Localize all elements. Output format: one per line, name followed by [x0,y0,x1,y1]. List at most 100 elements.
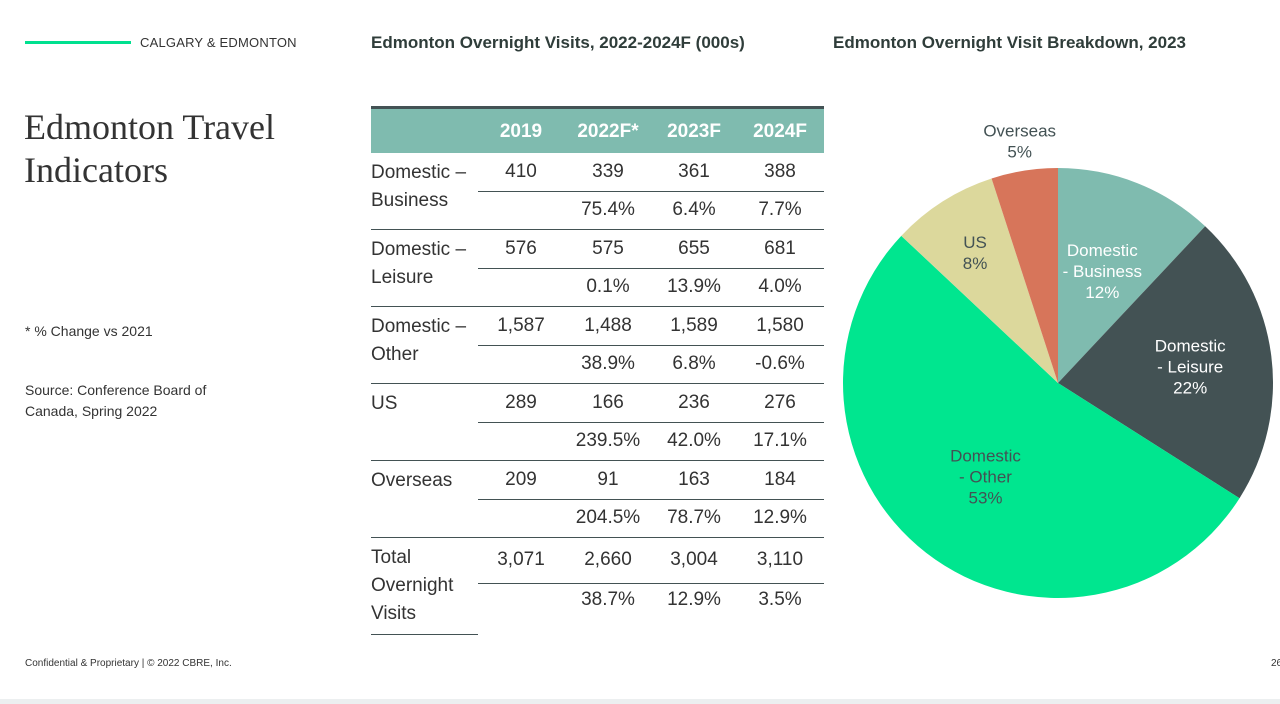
table-value-cell: 91 [564,460,652,500]
pie-slice [991,168,1058,383]
table-change-cell: 75.4% [564,191,652,230]
table-value-cell: 681 [736,229,824,269]
pie-slice-label: Domestic [1155,336,1226,355]
table-value-cell: 184 [736,460,824,500]
pie-slice-label: - Leisure [1157,357,1223,376]
table-value-cell: 166 [564,383,652,423]
table-body: Domestic – Business 410 339 361 388 75.4% 6.4%… [371,153,824,635]
pie-slice [1058,168,1206,383]
row-label: Overseas [371,460,478,538]
section-label: CALGARY & EDMONTON [140,35,297,50]
table-value-cell: 1,580 [736,306,824,346]
row-label: Domestic – Leisure [371,229,478,307]
table-row: Overseas 209 91 163 184 [371,460,824,538]
table-change-cell [478,268,564,307]
table-value-cell: 3,004 [652,537,736,584]
pie-percent-label: 5% [1007,142,1032,161]
row-label: Total Overnight Visits [371,537,478,635]
table-row: Total Overnight Visits 3,071 2,660 3,004 3,1… [371,537,824,635]
table-change-cell: 78.7% [652,499,736,538]
table-change-cell: 4.0% [736,268,824,307]
table-change-cell: 204.5% [564,499,652,538]
table-change-cell [478,345,564,384]
page-title: Edmonton Travel Indicators [24,107,276,190]
pie-slice-label: - Business [1063,262,1142,281]
table-change-cell: 17.1% [736,422,824,461]
table-change-cell: 6.4% [652,191,736,230]
table-change-cell [478,583,564,634]
table-value-cell: 1,488 [564,306,652,346]
pie-percent-label: 12% [1085,283,1119,302]
accent-line [25,41,131,44]
row-label: US [371,383,478,461]
table-value-cell: 1,589 [652,306,736,346]
table-value-cell: 361 [652,153,736,192]
source-note: Source: Conference Board of Canada, Spri… [25,382,207,419]
pie-slice-label: Domestic [1067,241,1138,260]
row-label: Domestic – Other [371,306,478,384]
table-value-cell: 2,660 [564,537,652,584]
table-row: US 289 166 236 276 [371,383,824,461]
table-value-cell: 655 [652,229,736,269]
table-value-cell: 289 [478,383,564,423]
footer-confidential: Confidential & Proprietary | © 2022 CBRE… [25,658,232,669]
change-note: * % Change vs 2021 [25,323,153,339]
table-header-cell [371,106,478,153]
table-change-cell: 38.9% [564,345,652,384]
table-change-cell: 42.0% [652,422,736,461]
table-row: Domestic – Other 1,587 1,488 1,589 1,580 [371,306,824,384]
table-value-cell: 3,110 [736,537,824,584]
table-change-cell: 7.7% [736,191,824,230]
table-value-cell: 576 [478,229,564,269]
table-value-cell: 410 [478,153,564,192]
table-value-cell: 339 [564,153,652,192]
pie-percent-label: 22% [1173,378,1207,397]
pie-slice-label: Overseas [983,121,1056,140]
table-title: Edmonton Overnight Visits, 2022-2024F (0… [371,33,745,52]
pie-slice [901,178,1058,383]
pie-percent-label: 8% [963,254,988,273]
table-row: 239.5% 42.0% 17.1% [371,422,824,461]
page-number: 26 [1271,658,1280,669]
row-label: Domestic – Business [371,153,478,230]
table-value-cell: 276 [736,383,824,423]
table-change-cell: -0.6% [736,345,824,384]
pie-chart: Domestic - Business 12% Domestic - Leisure 22… [830,110,1280,610]
table-change-cell [478,422,564,461]
table-row: 75.4% 6.4% 7.7% [371,191,824,230]
table-header-cell: 2023F [652,106,736,153]
table-change-cell: 12.9% [736,499,824,538]
pie-svg: Domestic - Business 12% Domestic - Leisure 22… [843,121,1274,598]
table-header-cell: 2022F* [564,106,652,153]
pie-slice [843,235,1240,598]
table-change-cell: 13.9% [652,268,736,307]
table-row: Domestic – Leisure 576 575 655 681 [371,229,824,307]
table-row: 38.7% 12.9% 3.5% [371,583,824,634]
pie-slice-label: US [963,233,987,252]
table-change-cell: 12.9% [667,588,721,610]
table-header-cell: 2019 [478,106,564,153]
pie-percent-label: 53% [968,488,1002,507]
table-change-cell: 0.1% [564,268,652,307]
table-row: 0.1% 13.9% 4.0% [371,268,824,307]
table-change-cell: 239.5% [564,422,652,461]
table-value-cell: 575 [564,229,652,269]
table-value-cell: 388 [736,153,824,192]
pie-slice [1058,226,1274,499]
table-change-cell: 38.7% [581,588,635,610]
table-value-cell: 3,071 [478,537,564,584]
pie-slice-label: Domestic [950,446,1021,465]
table-value-cell: 209 [478,460,564,500]
visits-table: 2019 2022F* 2023F 2024F Domestic – Busin… [371,106,824,635]
table-row: 38.9% 6.8% -0.6% [371,345,824,384]
table-header-cell: 2024F [736,106,824,153]
bottom-band [0,699,1280,704]
table-row: Domestic – Business 410 339 361 388 [371,153,824,230]
pie-title: Edmonton Overnight Visit Breakdown, 2023 [833,33,1186,52]
table-value-cell: 1,587 [478,306,564,346]
table-value-cell: 236 [652,383,736,423]
table-value-cell: 163 [652,460,736,500]
table-header-row: 2019 2022F* 2023F 2024F [371,106,824,153]
table-change-cell [478,191,564,230]
table-change-cell: 6.8% [652,345,736,384]
